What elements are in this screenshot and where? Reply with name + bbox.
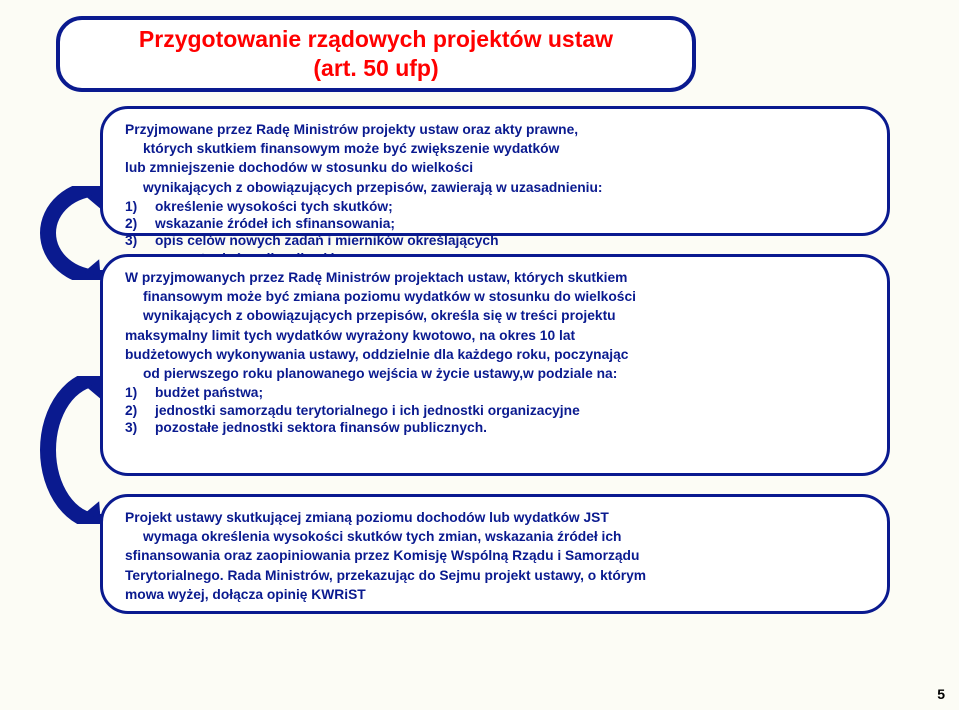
box-b-line: maksymalny limit tych wydatków wyrażony … [125,327,867,344]
list-num: 3) [125,419,155,436]
box-a-line: wynikających z obowiązujących przepisów,… [125,179,867,196]
box-b-line: od pierwszego roku planowanego wejścia w… [125,365,867,382]
box-a-item-1: 1) określenie wysokości tych skutków; [125,198,867,215]
page-number: 5 [937,686,945,702]
box-a-line: lub zmniejszenie dochodów w stosunku do … [125,159,867,176]
title-line-2: (art. 50 ufp) [313,54,438,83]
list-text: wskazanie źródeł ich sfinansowania; [155,215,867,232]
content-box-b: W przyjmowanych przez Radę Ministrów pro… [100,254,890,476]
box-c-line: mowa wyżej, dołącza opinię KWRiST [125,586,867,603]
box-a-line: których skutkiem finansowym może być zwi… [125,140,867,157]
box-a-item-2: 2) wskazanie źródeł ich sfinansowania; [125,215,867,232]
box-a-item-3: 3) opis celów nowych zadań i mierników o… [125,232,867,249]
list-text: opis celów nowych zadań i mierników okre… [155,232,867,249]
list-text: jednostki samorządu terytorialnego i ich… [155,402,867,419]
list-text: pozostałe jednostki sektora finansów pub… [155,419,867,436]
box-c-line: Projekt ustawy skutkującej zmianą poziom… [125,509,867,526]
list-text: określenie wysokości tych skutków; [155,198,867,215]
box-c-line: wymaga określenia wysokości skutków tych… [125,528,867,545]
box-b-line: W przyjmowanych przez Radę Ministrów pro… [125,269,867,286]
list-num: 2) [125,402,155,419]
box-a-line: Przyjmowane przez Radę Ministrów projekt… [125,121,867,138]
box-b-item-2: 2) jednostki samorządu terytorialnego i … [125,402,867,419]
list-num: 3) [125,232,155,249]
box-c-line: sfinansowania oraz zaopiniowania przez K… [125,547,867,564]
content-box-c: Projekt ustawy skutkującej zmianą poziom… [100,494,890,614]
title-box: Przygotowanie rządowych projektów ustaw … [56,16,696,92]
list-num: 1) [125,384,155,401]
list-num: 2) [125,215,155,232]
box-b-line: finansowym może być zmiana poziomu wydat… [125,288,867,305]
content-box-a: Przyjmowane przez Radę Ministrów projekt… [100,106,890,236]
box-b-line: budżetowych wykonywania ustawy, oddzieln… [125,346,867,363]
list-num: 1) [125,198,155,215]
title-line-1: Przygotowanie rządowych projektów ustaw [139,25,613,54]
box-b-line: wynikających z obowiązujących przepisów,… [125,307,867,324]
box-b-item-1: 1) budżet państwa; [125,384,867,401]
flow-arc-2 [32,376,104,524]
box-b-item-3: 3) pozostałe jednostki sektora finansów … [125,419,867,436]
box-c-line: Terytorialnego. Rada Ministrów, przekazu… [125,567,867,584]
list-text: budżet państwa; [155,384,867,401]
